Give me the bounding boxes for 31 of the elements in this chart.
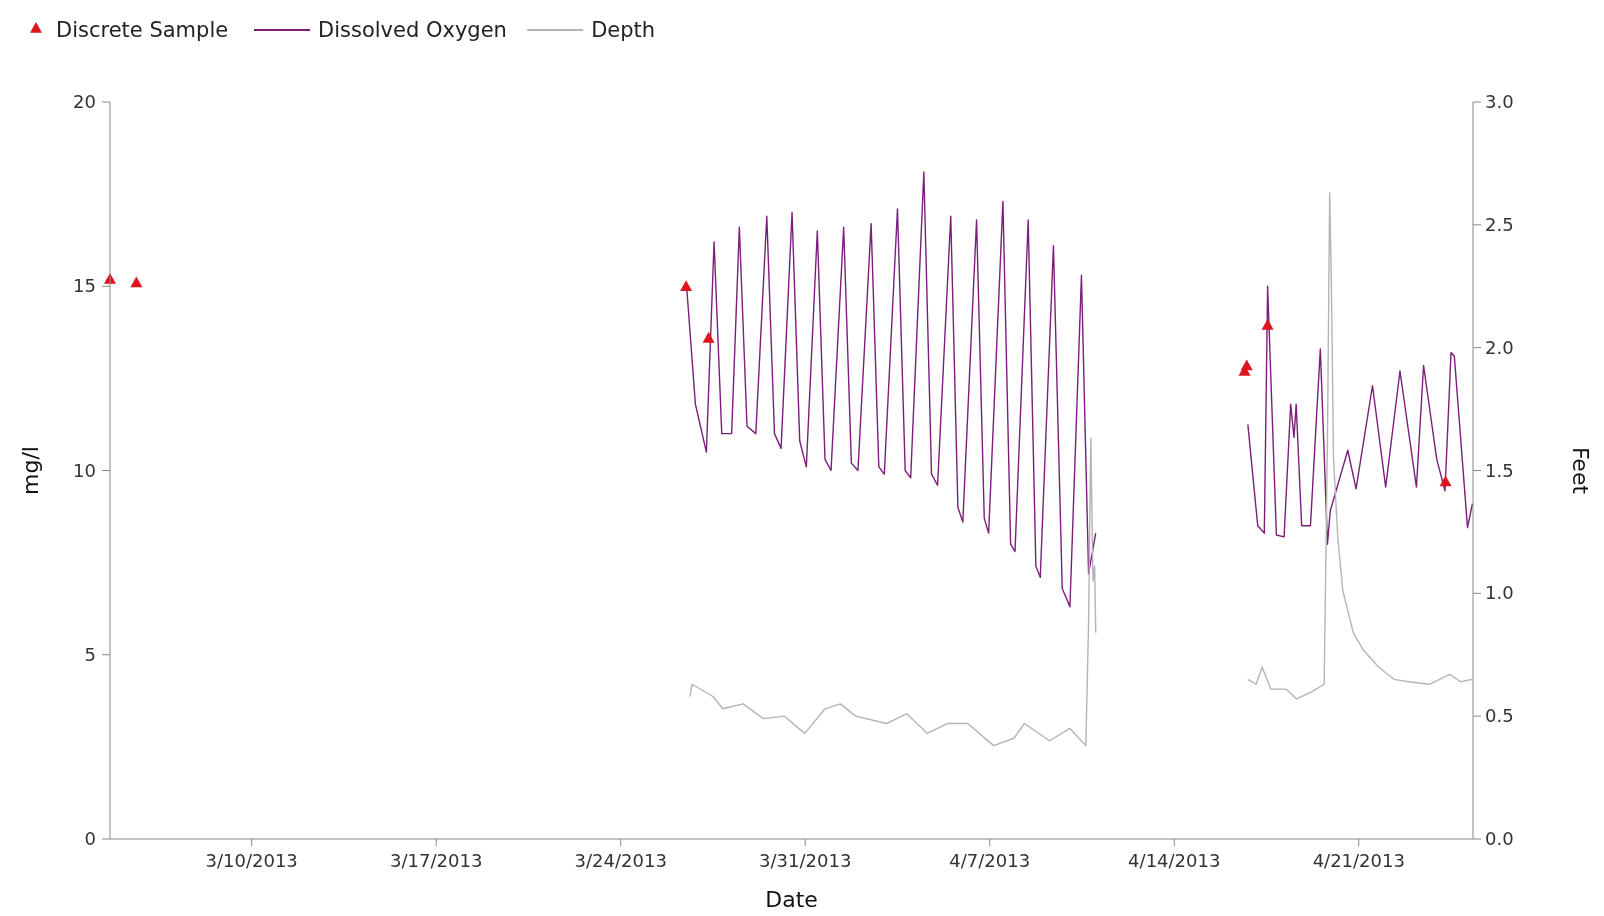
- y2-tick-label: 2.5: [1485, 213, 1514, 235]
- x-tick-label: 4/21/2013: [1312, 850, 1405, 871]
- x-tick-label: 3/17/2013: [390, 850, 483, 871]
- y-tick-label: 10: [73, 459, 96, 481]
- y2-tick-label: 1.0: [1485, 582, 1514, 604]
- point: [680, 280, 693, 292]
- x-axis-title: Date: [765, 887, 818, 912]
- point: [702, 331, 715, 343]
- y-tick-label: 20: [73, 91, 96, 112]
- point: [1240, 359, 1253, 371]
- x-tick-label: 3/10/2013: [205, 850, 298, 871]
- y-tick-label: 5: [84, 643, 96, 665]
- legend-label: Depth: [591, 18, 656, 42]
- x-tick-label: 4/14/2013: [1128, 850, 1221, 871]
- y2-axis-title: Feet: [1568, 446, 1593, 495]
- x-tick-label: 3/31/2013: [759, 850, 852, 871]
- x-tick-label: 3/24/2013: [574, 850, 667, 871]
- y-tick-label: 0: [84, 828, 96, 849]
- y2-tick-label: 2.0: [1485, 336, 1514, 358]
- y-tick-label: 15: [73, 275, 96, 297]
- x-tick-label: 4/7/2013: [949, 850, 1031, 871]
- y2-tick-label: 0.5: [1485, 705, 1514, 727]
- legend-label: Discrete Sample: [56, 18, 229, 42]
- y2-tick-label: 3.0: [1485, 91, 1514, 112]
- point: [1261, 318, 1274, 330]
- point: [130, 276, 143, 288]
- y2-tick-label: 0.0: [1485, 828, 1514, 849]
- point: [1439, 475, 1452, 487]
- y2-tick-label: 1.5: [1485, 459, 1514, 481]
- legend-label: Dissolved Oxygen: [318, 18, 507, 42]
- y-axis-title: mg/l: [18, 446, 43, 495]
